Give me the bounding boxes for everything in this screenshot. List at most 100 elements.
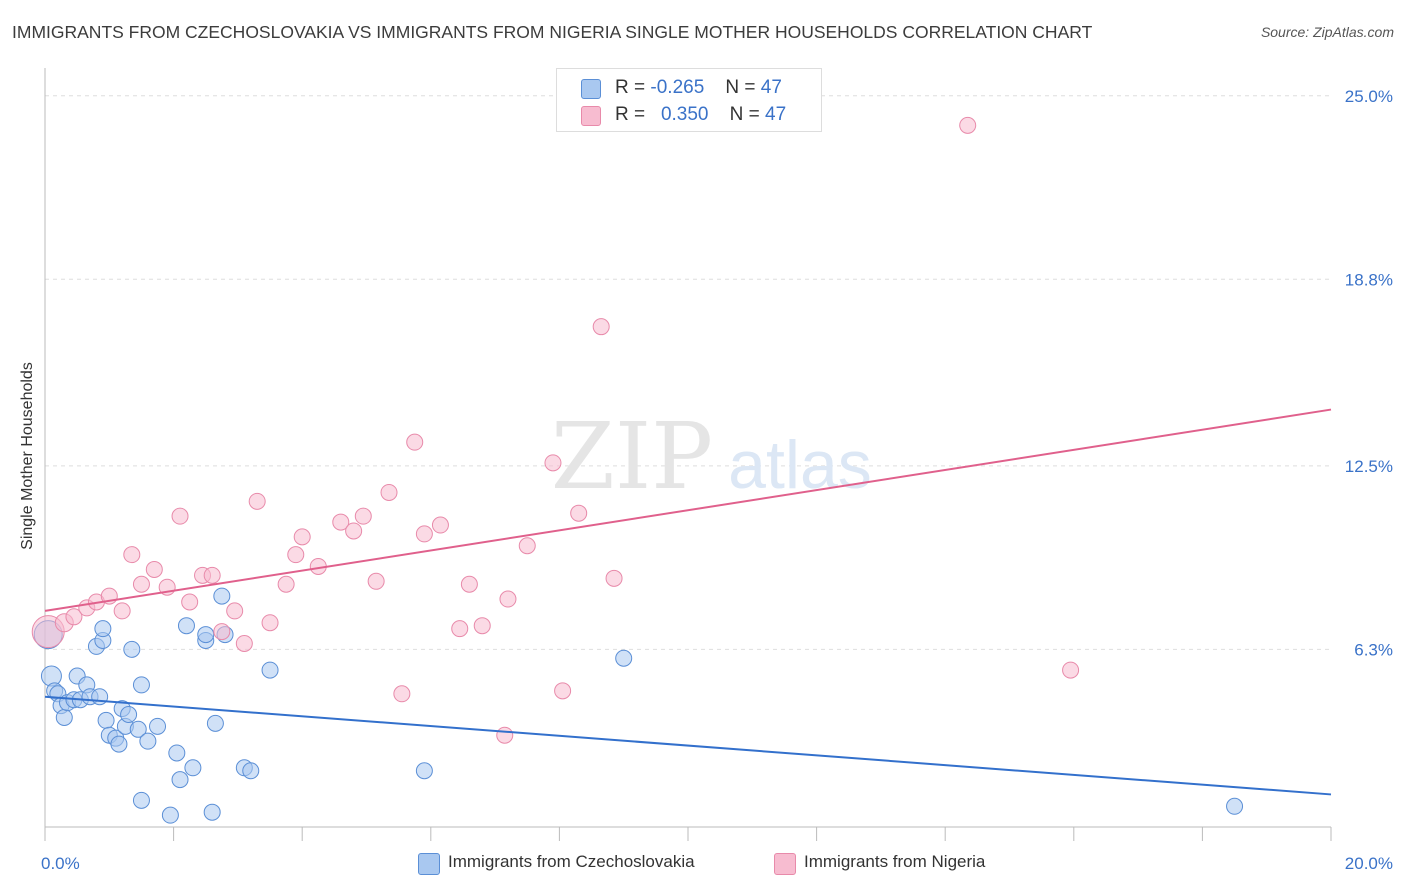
correlation-legend: R = -0.265 N = 47 R = 0.350 N = 47	[556, 68, 822, 132]
point-czechoslovakia	[110, 735, 128, 753]
point-nigeria	[293, 528, 311, 546]
point-czechoslovakia	[97, 711, 115, 729]
point-czechoslovakia	[94, 620, 112, 638]
y-tick-label: 12.5%	[1345, 457, 1393, 476]
point-nigeria	[1062, 661, 1080, 679]
point-czechoslovakia	[242, 762, 260, 780]
point-nigeria	[554, 682, 572, 700]
gridlines	[45, 95, 1331, 650]
point-czechoslovakia	[129, 720, 147, 738]
legend-swatch-czechoslovakia	[581, 79, 601, 99]
point-nigeria	[496, 726, 514, 744]
point-czechoslovakia	[1226, 797, 1244, 815]
point-nigeria	[518, 537, 536, 555]
point-czechoslovakia	[161, 806, 179, 824]
point-nigeria	[132, 575, 150, 593]
point-czechoslovakia	[615, 649, 633, 667]
legend-swatch-nigeria	[581, 106, 601, 126]
series-nigeria	[31, 116, 1080, 744]
point-nigeria	[226, 602, 244, 620]
watermark-atlas: atlas	[728, 427, 872, 503]
point-nigeria	[235, 634, 253, 652]
point-nigeria	[499, 590, 517, 608]
point-nigeria	[605, 569, 623, 587]
x-tick-label: 0.0%	[41, 854, 80, 873]
watermark: ZIP atlas	[551, 403, 872, 510]
source-credit: Source: ZipAtlas.com	[1260, 24, 1394, 40]
legend-r-value: -0.265	[650, 77, 705, 98]
point-nigeria	[544, 454, 562, 472]
point-nigeria	[65, 608, 83, 626]
point-czechoslovakia	[197, 626, 215, 644]
y-axis-label: Single Mother Households	[19, 362, 36, 550]
bottom-legend-label-czechoslovakia: Immigrants from Czechoslovakia	[448, 852, 695, 871]
point-czechoslovakia	[177, 617, 195, 635]
point-nigeria	[367, 572, 385, 590]
point-czechoslovakia	[415, 762, 433, 780]
point-nigeria	[261, 614, 279, 632]
point-czechoslovakia	[120, 706, 138, 724]
point-czechoslovakia	[132, 791, 150, 809]
legend-n-value: 47	[765, 104, 787, 125]
legend-r-value: 0.350	[660, 104, 709, 125]
point-nigeria	[380, 483, 398, 501]
point-nigeria	[332, 513, 350, 531]
point-czechoslovakia	[123, 640, 141, 658]
point-czechoslovakia	[184, 759, 202, 777]
point-czechoslovakia	[132, 676, 150, 694]
chart-title: IMMIGRANTS FROM CZECHOSLOVAKIA VS IMMIGR…	[12, 22, 1093, 42]
legend-r-label: R =	[615, 104, 646, 125]
point-nigeria	[248, 492, 266, 510]
point-czechoslovakia	[206, 714, 224, 732]
point-czechoslovakia	[168, 744, 186, 762]
legend-n-label: N =	[725, 77, 756, 98]
x-tick-label: 20.0%	[1345, 854, 1393, 873]
point-czechoslovakia	[139, 732, 157, 750]
point-nigeria	[393, 685, 411, 703]
bottom-legend-swatch-czechoslovakia	[418, 853, 440, 875]
point-czechoslovakia	[55, 708, 73, 726]
y-tick-label: 18.8%	[1345, 270, 1393, 289]
trendline-nigeria	[44, 408, 1332, 612]
point-czechoslovakia	[203, 803, 221, 821]
trend-lines	[44, 408, 1332, 796]
point-nigeria	[145, 560, 163, 578]
y-tick-label: 6.3%	[1354, 640, 1393, 659]
legend-r-label: R =	[615, 77, 646, 98]
axes	[44, 68, 1332, 841]
trendline-czechoslovakia	[44, 695, 1332, 796]
legend-n-label: N =	[729, 104, 760, 125]
point-nigeria	[203, 566, 221, 584]
point-nigeria	[287, 546, 305, 564]
point-nigeria	[460, 575, 478, 593]
point-nigeria	[406, 433, 424, 451]
point-nigeria	[592, 318, 610, 336]
point-nigeria	[123, 546, 141, 564]
point-nigeria	[959, 116, 977, 134]
point-nigeria	[354, 507, 372, 525]
point-czechoslovakia	[149, 717, 167, 735]
point-nigeria	[213, 623, 231, 641]
series-czechoslovakia	[33, 587, 1244, 824]
tick-labels: 6.3% 12.5% 18.8% 25.0% 0.0% 20.0%	[41, 87, 1393, 873]
watermark-zip: ZIP	[551, 403, 713, 510]
bottom-legend-swatch-nigeria	[774, 853, 796, 875]
point-nigeria	[277, 575, 295, 593]
point-nigeria	[473, 617, 491, 635]
point-nigeria	[431, 516, 449, 534]
point-nigeria	[415, 525, 433, 543]
point-czechoslovakia	[171, 771, 189, 789]
y-tick-label: 25.0%	[1345, 87, 1393, 106]
point-nigeria	[113, 602, 131, 620]
point-nigeria	[181, 593, 199, 611]
point-czechoslovakia	[261, 661, 279, 679]
bottom-legend-label-nigeria: Immigrants from Nigeria	[804, 852, 986, 871]
point-czechoslovakia	[91, 688, 109, 706]
point-nigeria	[345, 522, 363, 540]
point-nigeria	[451, 620, 469, 638]
point-nigeria	[171, 507, 189, 525]
point-czechoslovakia	[213, 587, 231, 605]
point-nigeria	[570, 504, 588, 522]
legend-n-value: 47	[760, 77, 782, 98]
